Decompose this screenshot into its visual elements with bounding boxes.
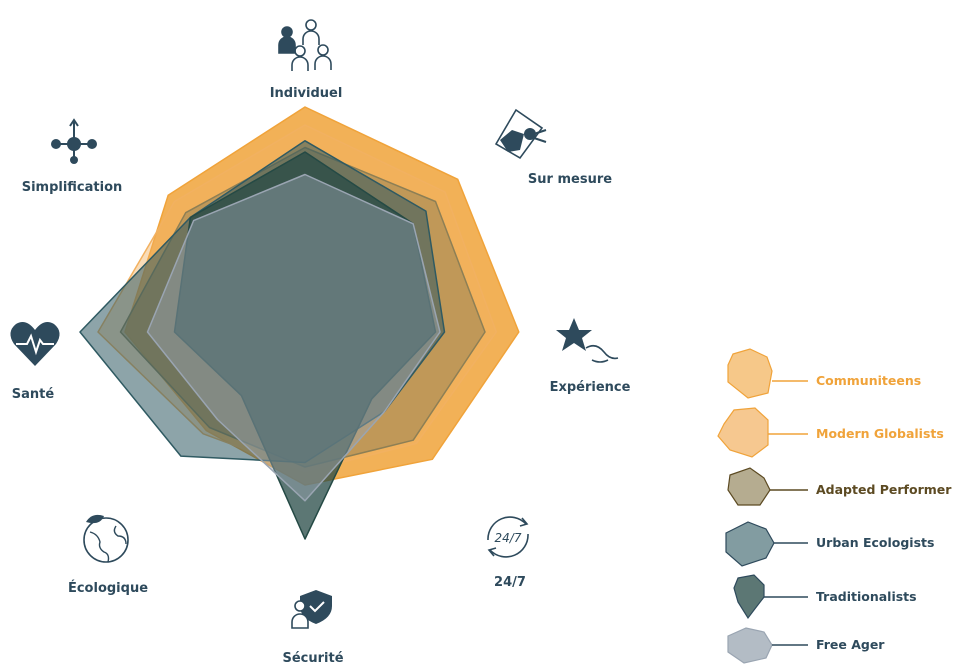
legend-item: Modern Globalists xyxy=(717,407,944,458)
radar-polygon-free-ager xyxy=(146,173,441,502)
axis-label-sante: Santé xyxy=(12,387,55,402)
axis-label-individuel: Individuel xyxy=(270,86,343,101)
legend-item: Free Ager xyxy=(727,627,885,664)
shield-person-icon xyxy=(291,590,332,629)
legend-swatch xyxy=(725,521,775,567)
clock-24-7-icon-text: 24/7 xyxy=(495,531,522,545)
legend-label: Modern Globalists xyxy=(816,426,944,441)
people-group-icon xyxy=(278,19,332,71)
axis-label-sur-mesure: Sur mesure xyxy=(528,172,612,187)
legend-item: Urban Ecologists xyxy=(725,521,934,567)
legend-label: Free Ager xyxy=(816,637,885,652)
legend-swatch xyxy=(717,407,769,458)
legend-swatch xyxy=(733,574,765,620)
radar-polygon-traditionalists xyxy=(173,151,437,540)
legend-label: Traditionalists xyxy=(816,589,917,604)
legend-label: Adapted Performer xyxy=(816,482,952,497)
axis-label-securite: Sécurité xyxy=(282,651,343,666)
legend-swatch xyxy=(727,348,773,399)
heart-pulse-icon xyxy=(10,322,60,366)
clock-24-7-icon xyxy=(487,516,529,558)
axis-label-simplification: Simplification xyxy=(22,180,123,195)
globe-leaf-icon xyxy=(83,514,129,563)
legend-label: Urban Ecologists xyxy=(816,535,934,550)
axis-label-ecologique: Écologique xyxy=(68,580,148,596)
legend-item: Traditionalists xyxy=(733,574,917,620)
legend: Communiteens Modern Globalists Adapted P… xyxy=(717,348,952,664)
axis-label-24-7: 24/7 xyxy=(494,575,526,590)
custom-tools-icon xyxy=(494,108,547,160)
legend-item: Communiteens xyxy=(727,348,921,399)
legend-item: Adapted Performer xyxy=(727,467,952,506)
legend-swatch xyxy=(727,467,771,506)
legend-label: Communiteens xyxy=(816,373,921,388)
network-nodes-icon xyxy=(51,118,97,164)
legend-swatch xyxy=(727,627,773,664)
radar-series-group xyxy=(79,106,520,540)
star-hand-icon xyxy=(556,318,619,363)
axis-label-experience: Expérience xyxy=(550,380,631,395)
